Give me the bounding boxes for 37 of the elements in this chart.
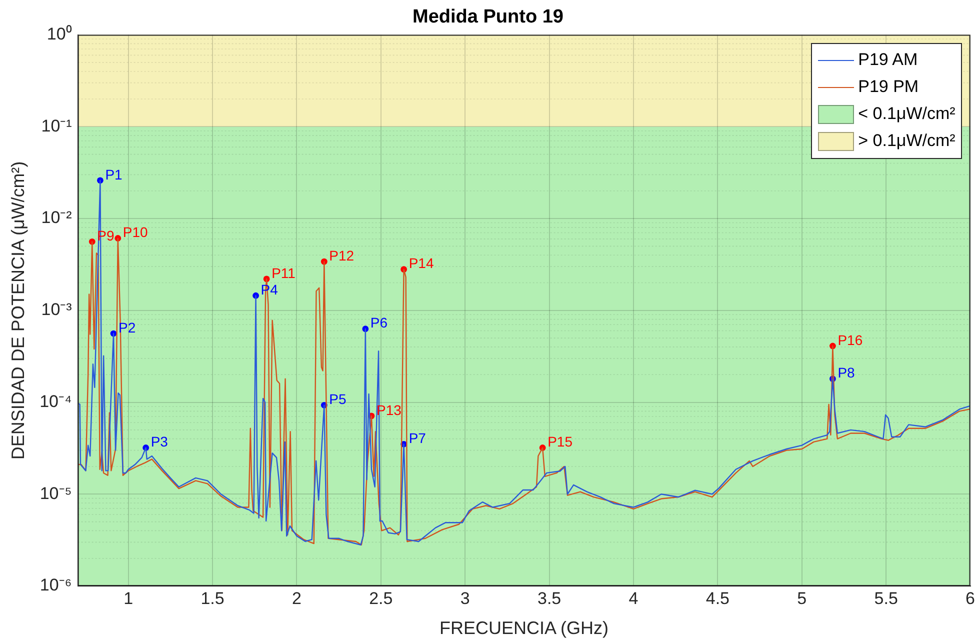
data-label: P16 xyxy=(838,332,863,348)
x-tick-label: 5 xyxy=(797,588,807,608)
band-label: < 0.1μW/cm² xyxy=(858,104,956,124)
x-axis-title: FRECUENCIA (GHz) xyxy=(440,618,609,638)
data-label: P15 xyxy=(548,434,573,450)
x-tick-label: 4.5 xyxy=(706,588,730,608)
data-label: P12 xyxy=(329,247,354,264)
x-tick-label: 1 xyxy=(124,588,134,608)
data-label: P6 xyxy=(370,314,388,331)
data-label: P10 xyxy=(122,224,148,240)
x-tick-label: 4 xyxy=(628,588,638,608)
x-tick-label: 5.5 xyxy=(874,588,898,608)
legend-label: P19 AM xyxy=(858,50,918,70)
y-tick-label: 10⁻³ xyxy=(41,300,72,320)
y-tick-label: 10⁻¹ xyxy=(41,116,72,136)
x-tick-label: 1.5 xyxy=(200,588,224,608)
data-label: P5 xyxy=(329,391,347,408)
y-tick-label: 10⁻⁵ xyxy=(40,484,72,503)
data-label: P14 xyxy=(408,255,434,272)
x-tick-label: 3 xyxy=(460,588,470,608)
data-label: P7 xyxy=(408,430,426,446)
legend-label: P19 PM xyxy=(858,77,919,98)
legend-label: > 0.1μW/cm² xyxy=(858,131,956,152)
y-tick-label: 10⁻² xyxy=(41,208,72,228)
y-axis-title: DENSIDAD DE POTENCIA (μW/cm²) xyxy=(8,161,28,460)
x-tick-label: 6 xyxy=(966,588,976,608)
x-tick-label: 3.5 xyxy=(537,588,562,608)
y-tick-label: 10⁻⁶ xyxy=(40,576,72,595)
data-label: P8 xyxy=(838,364,856,381)
y-tick-label: 10⁻⁴ xyxy=(40,392,72,411)
data-label: P3 xyxy=(150,434,168,450)
chart-title: Medida Punto 19 xyxy=(412,6,564,28)
x-tick-label: 2 xyxy=(292,588,302,608)
x-tick-label: 2.5 xyxy=(369,588,393,608)
data-label: P1 xyxy=(105,166,123,182)
y-tick-label: 10⁰ xyxy=(46,24,72,44)
data-label: P11 xyxy=(272,264,296,281)
